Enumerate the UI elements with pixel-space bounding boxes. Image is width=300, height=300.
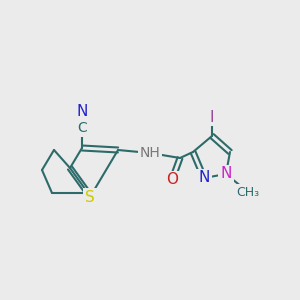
Text: O: O [166, 172, 178, 188]
Text: NH: NH [140, 146, 160, 160]
Text: N: N [198, 170, 210, 185]
Text: N: N [220, 167, 232, 182]
Text: CH₃: CH₃ [236, 185, 260, 199]
Text: S: S [85, 190, 95, 205]
Text: C: C [77, 121, 87, 135]
Text: N: N [76, 104, 88, 119]
Text: I: I [210, 110, 214, 124]
